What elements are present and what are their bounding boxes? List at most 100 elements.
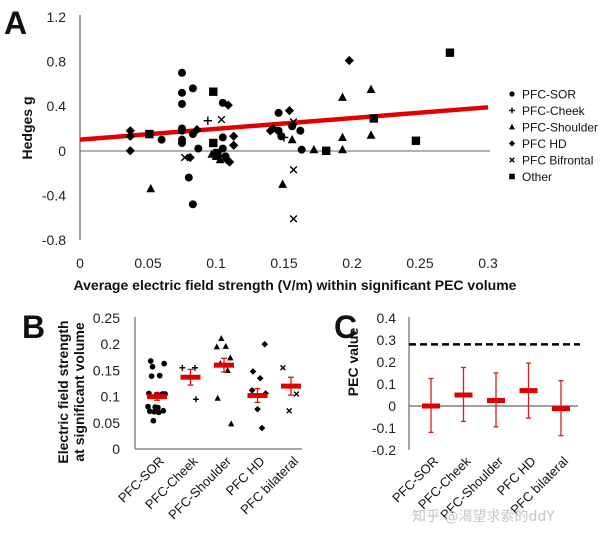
y-tick-label: 0.3 xyxy=(377,332,397,348)
circle-marker xyxy=(194,144,203,153)
panel-a-y-ticks: 1.2 0.8 0.4 0 -0.4 -0.8 xyxy=(42,9,66,248)
panel-c-y-ticks: 0.4 0.3 0.2 0.1 0 -0.1 -0.2 xyxy=(372,310,396,458)
data-point-pfc-hd xyxy=(344,55,354,66)
legend-label: PFC-Shoulder xyxy=(522,121,598,135)
square-marker xyxy=(411,136,421,145)
diamond-marker xyxy=(229,131,239,141)
panel-a-legend: PFC-SOR PFC-Cheek PFC-Shoulder PFC HD PFC Bi… xyxy=(508,88,598,184)
mean-bar xyxy=(454,392,473,398)
data-point-pfc-hd xyxy=(284,106,295,116)
x-tick-label: 0.2 xyxy=(342,255,362,271)
square-marker xyxy=(509,173,515,180)
data-point-pfc-sor xyxy=(160,407,167,414)
y-tick-label: 0.4 xyxy=(377,310,397,326)
x-tick-label: 0.05 xyxy=(134,255,161,271)
diamond-marker xyxy=(125,126,135,136)
panel-b-means xyxy=(147,357,301,403)
mean-marker xyxy=(147,392,167,401)
data-point-pfc-bilateral xyxy=(286,407,293,414)
triangle-marker xyxy=(218,334,225,341)
panel-b-y-label-line1: Electric field strength xyxy=(55,320,71,463)
data-point-pfc-shoulder xyxy=(146,183,156,193)
circle-marker xyxy=(188,200,197,209)
triangle-marker xyxy=(146,183,156,193)
x-marker-b xyxy=(180,153,189,162)
data-point-pfc-shoulder xyxy=(227,354,234,361)
x-marker-b xyxy=(289,117,298,126)
panel-c-y-label: PEC value xyxy=(345,328,361,397)
circle-marker xyxy=(147,358,154,364)
data-point-pfc-hd xyxy=(192,124,202,135)
panel-c-error-bars xyxy=(422,362,570,437)
data-point-pfc-shoulder xyxy=(214,394,221,401)
data-point-pfc-hd xyxy=(248,387,256,394)
circle-marker xyxy=(178,139,186,147)
circle-marker xyxy=(218,133,227,142)
data-point-pfc-hd xyxy=(229,140,239,150)
mean-bar xyxy=(552,406,570,412)
diamond-marker xyxy=(249,368,257,375)
y-tick-label: 0 xyxy=(58,143,66,159)
mean-bar xyxy=(422,403,440,409)
data-point-pfc-sor xyxy=(194,144,203,153)
panel-c-label: C xyxy=(334,309,357,345)
panel-b-y-label-line2: at significant volume xyxy=(71,322,87,461)
x-tick-label: 0.3 xyxy=(478,255,498,271)
data-point-pfc-cheek xyxy=(203,116,213,125)
panel-b-label: B xyxy=(22,309,45,345)
data-point-pfc-sor xyxy=(151,408,158,415)
y-tick-label: 0.4 xyxy=(47,98,67,114)
square-marker xyxy=(445,48,455,57)
circle-marker xyxy=(156,372,163,379)
mean-bar xyxy=(214,362,234,368)
data-point-pfc-sor xyxy=(188,200,197,209)
data-point-other xyxy=(369,114,378,123)
data-point-pfc-sor xyxy=(178,139,186,147)
data-point-pfc-hd xyxy=(229,131,239,141)
data-point-pfc-shoulder xyxy=(215,154,225,164)
data-point-pfc-sor xyxy=(296,126,305,135)
data-point-pfc-hd xyxy=(258,424,266,432)
circle-marker xyxy=(184,173,193,182)
x-marker-b xyxy=(509,157,515,163)
panel-a-x-ticks: 0 0.05 0.1 0.15 0.2 0.25 0.3 xyxy=(76,255,498,271)
legend-marker-pfc-sor xyxy=(509,91,515,97)
diamond-marker xyxy=(268,123,278,134)
mean-bar xyxy=(281,383,301,389)
data-point-pfc-bifrontal xyxy=(289,117,298,126)
data-point-pfc-sor xyxy=(178,68,186,77)
data-point-pfc-sor xyxy=(145,403,151,410)
data-point-pfc-hd xyxy=(185,152,195,163)
square-marker xyxy=(369,114,378,123)
legend-marker-pfc-shoulder xyxy=(509,123,515,130)
circle-marker xyxy=(145,403,151,410)
triangle-marker xyxy=(338,92,347,101)
data-point-other xyxy=(213,148,222,158)
diamond-marker xyxy=(192,124,202,135)
circle-marker xyxy=(277,132,286,141)
data-point-pfc-hd xyxy=(222,155,232,165)
panel-b-y-ticks: 0.25 0.2 0.15 0.1 0.05 0 xyxy=(93,310,120,457)
data-point-pfc-sor xyxy=(156,372,163,379)
data-point-pfc-sor xyxy=(188,84,197,93)
triangle-marker xyxy=(509,123,515,130)
square-marker xyxy=(209,138,218,148)
legend-label: PFC-Cheek xyxy=(522,104,586,118)
diamond-marker xyxy=(185,152,195,163)
data-point-pfc-sor xyxy=(147,358,154,364)
data-point-pfc-hd xyxy=(125,126,135,136)
diamond-marker xyxy=(254,405,261,413)
legend-label: PFC HD xyxy=(522,137,567,151)
data-point-pfc-shoulder xyxy=(366,130,376,139)
diamond-marker xyxy=(223,100,233,110)
legend-marker-pfc-hd xyxy=(508,140,516,147)
data-point-pfc-bifrontal xyxy=(180,153,189,162)
triangle-marker xyxy=(338,144,347,154)
diamond-marker xyxy=(229,140,239,150)
x-marker-b xyxy=(280,364,286,371)
y-tick-label: 1.2 xyxy=(47,9,67,25)
data-point-pfc-hd xyxy=(268,123,278,134)
data-point-other xyxy=(145,129,154,139)
triangle-marker xyxy=(213,343,220,350)
